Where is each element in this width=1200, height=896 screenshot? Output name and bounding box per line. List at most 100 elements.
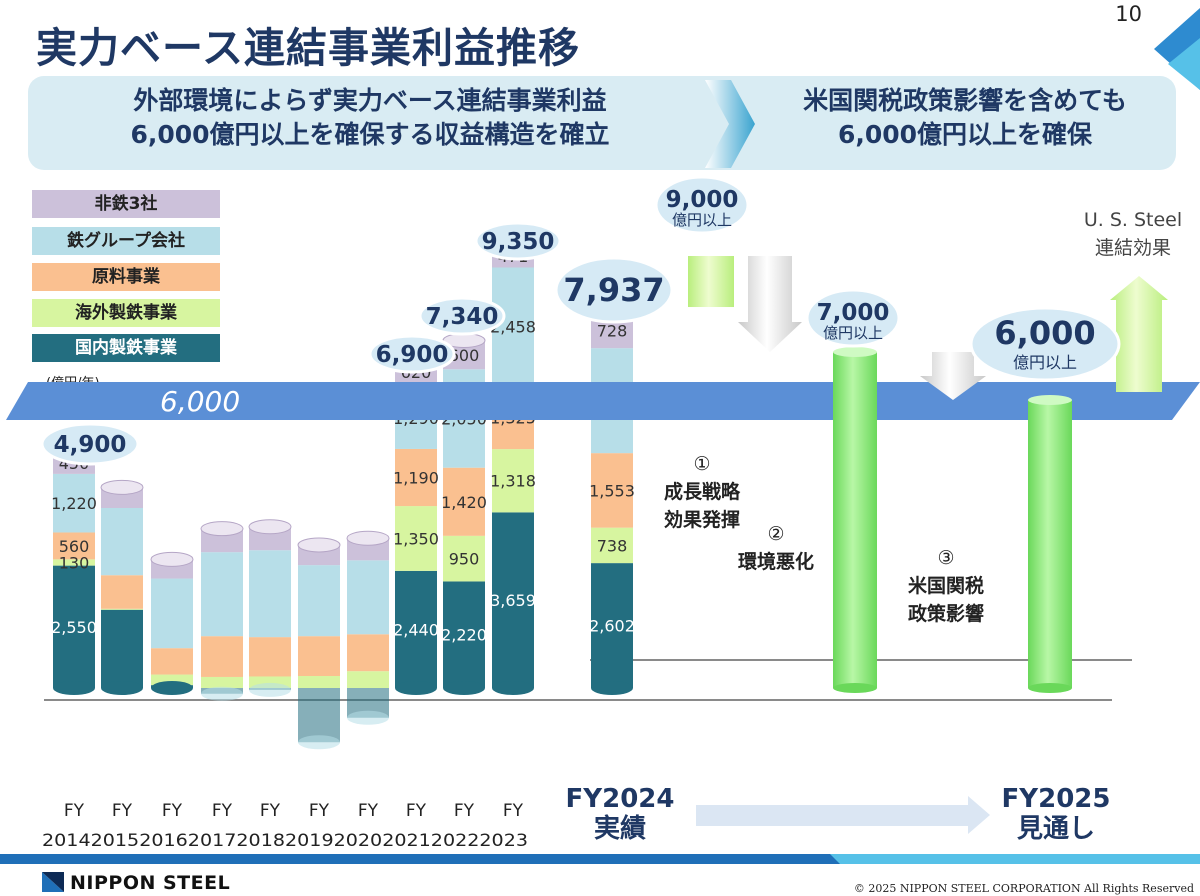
data-label-FY2024-4: 728	[597, 322, 628, 341]
us-steel-arrow	[1110, 276, 1168, 392]
annotation-num-2: ②	[767, 523, 784, 545]
total-fy2014-bubble	[40, 422, 140, 466]
bar-cap-5	[297, 537, 341, 553]
bar-FY2023-3	[492, 267, 534, 386]
annotation-num-3: ③	[937, 547, 954, 569]
total-fy2021-bubble	[368, 334, 456, 374]
fy-prefix-2019: FY	[309, 801, 330, 821]
fy-prefix-2015: FY	[112, 801, 133, 821]
data-label-FY2022-2: 1,420	[441, 493, 487, 512]
total-fy2024-value: 7,937	[563, 271, 664, 309]
total-fy2023-bubble	[474, 221, 562, 261]
bar-base-5	[298, 735, 340, 750]
bar-FY2024実績-1	[591, 527, 633, 564]
bar-FY2021-0	[395, 570, 437, 688]
bar-base-0	[53, 681, 95, 695]
projection-bar-7000-cap	[833, 347, 877, 357]
bar-cap-6	[346, 530, 390, 546]
bar-FY2014-1	[53, 559, 95, 566]
annotation-text1-1: 成長戦略	[664, 480, 741, 503]
banner-right-line1: 米国関税政策影響を含めても	[803, 86, 1127, 115]
projection-bar-6000	[1028, 400, 1072, 688]
data-label-FY2014-1: 130	[59, 553, 90, 572]
bar-FY2018-3	[249, 550, 291, 638]
bar-FY2015-2	[101, 575, 143, 609]
data-label-FY2024-0: 2,602	[589, 617, 635, 636]
bar-base-4	[249, 682, 291, 697]
bar-FY2018-1	[249, 676, 291, 688]
bar-FY2019-0	[298, 688, 340, 743]
step-9000-bubble	[654, 175, 750, 235]
bar-FY2021-2	[395, 448, 437, 507]
legend-raw-material: 原料事業	[32, 263, 220, 291]
data-label-FY2024-1: 738	[597, 536, 628, 555]
bar-FY2020-1	[347, 671, 389, 688]
data-label-FY2014-3: 1,220	[51, 494, 97, 513]
data-label-FY2022-1: 950	[449, 550, 480, 569]
data-label-FY2021-2: 1,190	[393, 469, 439, 488]
banner-left-line1: 外部環境によらず実力ベース連結事業利益	[133, 86, 607, 115]
bar-base-1	[101, 681, 143, 695]
total-fy2021-value: 6,900	[376, 342, 449, 368]
copyright: © 2025 NIPPON STEEL CORPORATION All Righ…	[853, 882, 1194, 895]
step-7000-sub: 億円以上	[823, 324, 883, 342]
fy-prefix-2020: FY	[358, 801, 379, 821]
bar-FY2017-2	[201, 636, 243, 677]
bridge-decline-2	[920, 352, 986, 400]
bar-base-8	[443, 681, 485, 695]
fy-prefix-2017: FY	[212, 801, 233, 821]
banner-left-line2: 6,000億円以上を確保する収益構造を確立	[130, 120, 610, 149]
banner-right-text: 米国関税政策影響を含めても 6,000億円以上を確保	[760, 84, 1170, 152]
bar-FY2019-2	[298, 636, 340, 676]
bar-FY2014-2	[53, 532, 95, 560]
data-label-FY2014-0: 2,550	[51, 618, 97, 637]
data-label-FY2023-1: 1,318	[490, 472, 536, 491]
bridge-decline-1	[738, 256, 802, 352]
fy2024-year: FY2024	[565, 784, 675, 814]
data-label-FY2022-0: 2,220	[441, 626, 487, 645]
logo-mark-icon	[42, 872, 64, 892]
footer-bar	[0, 854, 1200, 864]
total-fy2014-value: 4,900	[54, 432, 127, 458]
bar-FY2023-0	[492, 512, 534, 688]
fy-prefix-2021: FY	[406, 801, 427, 821]
fy2024-sub: 実績	[593, 814, 646, 844]
total-fy2024-bubble	[554, 256, 674, 324]
bar-FY2022-1	[443, 535, 485, 582]
bar-FY2016-2	[151, 648, 193, 675]
total-fy2022-bubble	[418, 296, 506, 336]
bar-FY2022-0	[443, 581, 485, 688]
bar-FY2016-1	[151, 674, 193, 686]
fy-prefix-2014: FY	[64, 801, 85, 821]
bar-cap-1	[100, 479, 144, 495]
bar-FY2019-3	[298, 565, 340, 637]
total-fy2023-value: 9,350	[482, 229, 555, 255]
fy-prefix-2023: FY	[503, 801, 524, 821]
chevron-right-icon	[705, 80, 755, 168]
step-6000-value: 6,000	[994, 314, 1095, 352]
projection-bar-7000-base	[833, 683, 877, 693]
fy-prefix-2022: FY	[454, 801, 475, 821]
bar-cap-2	[150, 551, 194, 567]
bar-FY2018-2	[249, 637, 291, 677]
projection-bar-7000	[833, 352, 877, 688]
page-title: 実力ベース連結事業利益推移	[36, 24, 580, 72]
annotation-text1-2: 環境悪化	[738, 550, 814, 573]
bar-FY2024実績-2	[591, 453, 633, 528]
message-banner	[28, 76, 1176, 170]
bar-FY2020-2	[347, 634, 389, 672]
legend-overseas: 海外製鉄事業	[32, 299, 220, 327]
data-label-FY2021-1: 1,350	[393, 529, 439, 548]
step-9000-sub: 億円以上	[672, 211, 732, 229]
fy2025-sub: 見通し	[1016, 814, 1095, 844]
nippon-steel-logo: NIPPON STEEL	[42, 872, 230, 894]
bar-FY2016-3	[151, 578, 193, 649]
bar-base-2	[151, 681, 193, 695]
step-9000-value: 9,000	[666, 187, 739, 213]
fy2025-year: FY2025	[1001, 784, 1111, 814]
bar-base-10	[591, 681, 633, 695]
fy-prefix-2016: FY	[162, 801, 183, 821]
total-fy2022-value: 7,340	[426, 304, 499, 330]
step-7000-value: 7,000	[817, 300, 890, 326]
fy-arrow	[696, 796, 990, 834]
